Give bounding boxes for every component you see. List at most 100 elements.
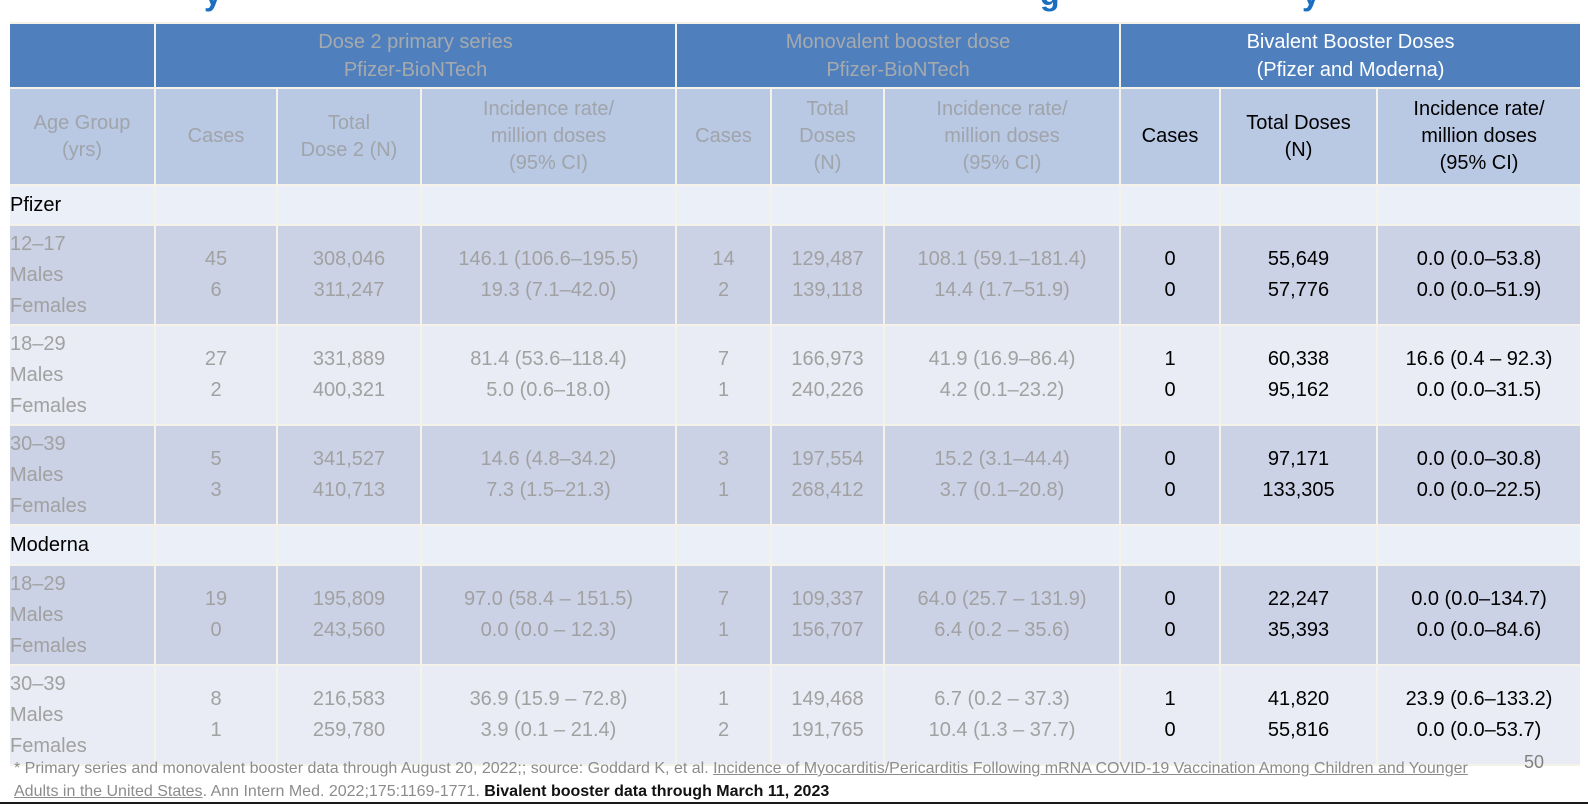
data-cell-pfizer-18-29-bivalent-total: 60,338 95,162 — [1219, 324, 1379, 426]
section-empty-cell — [770, 524, 886, 566]
group-header-monovalent-booster-dose: Monovalent booster dose Pfizer-BioNTech — [675, 22, 1122, 89]
data-cell-pfizer-18-29-bivalent-rate: 16.6 (0.4 – 92.3) 0.0 (0.0–31.5) — [1376, 324, 1581, 426]
column-header-7-cases: Cases — [1119, 87, 1222, 186]
section-empty-cell — [675, 184, 773, 226]
page-number: 50 — [1523, 752, 1544, 772]
section-empty-cell — [883, 524, 1122, 566]
section-empty-cell — [1119, 184, 1222, 226]
data-cell-pfizer-18-29-dose2-cases: 27 2 — [154, 324, 278, 426]
section-empty-cell — [770, 184, 886, 226]
table-row-moderna-30-39: 30–39 Males Females 8 1 216,583 259,780 36.9 (1… — [10, 664, 1581, 766]
data-cell-pfizer-30-39-monovalent-total: 197,554 268,412 — [770, 424, 886, 526]
section-empty-cell — [1376, 524, 1581, 566]
data-cell-pfizer-18-29-dose2-total: 331,889 400,321 — [276, 324, 422, 426]
section-empty-cell — [1119, 524, 1222, 566]
section-row-moderna: Moderna — [10, 524, 1581, 566]
section-empty-cell — [675, 524, 773, 566]
footnote: * Primary series and monovalent booster … — [14, 757, 1494, 803]
section-empty-cell — [1376, 184, 1581, 226]
age-cell-moderna-18-29: 18–29 Males Females — [10, 564, 156, 666]
footnote-text: * Primary series and monovalent booster … — [14, 760, 714, 777]
data-cell-pfizer-18-29-dose2-rate: 81.4 (53.6–118.4) 5.0 (0.6–18.0) — [419, 324, 678, 426]
footnote-text: . Ann Intern Med. 2022;175:1169-1771. — [202, 783, 485, 800]
data-cell-moderna-30-39-bivalent-total: 41,820 55,816 — [1219, 664, 1379, 766]
section-empty-cell — [154, 184, 278, 226]
data-cell-moderna-30-39-monovalent-rate: 6.7 (0.2 – 37.3) 10.4 (1.3 – 37.7) — [883, 664, 1122, 766]
data-cell-pfizer-18-29-monovalent-total: 166,973 240,226 — [770, 324, 886, 426]
section-row-pfizer: Pfizer — [10, 184, 1581, 226]
cropped-slide-title: y g y — [0, 0, 1588, 20]
column-header-2-total-dose-2-n: Total Dose 2 (N) — [276, 87, 422, 186]
column-header-6-incidence-rate-million-doses-95-ci: Incidence rate/million doses (95% CI) — [883, 87, 1122, 186]
column-header-4-cases: Cases — [675, 87, 773, 186]
slide-bottom-rule — [0, 802, 1588, 804]
data-cell-pfizer-12-17-monovalent-cases: 14 2 — [675, 224, 773, 326]
data-cell-moderna-30-39-dose2-rate: 36.9 (15.9 – 72.8) 3.9 (0.1 – 21.4) — [419, 664, 678, 766]
section-empty-cell — [1219, 184, 1379, 226]
column-header-8-total-doses-n: Total Doses (N) — [1219, 87, 1379, 186]
data-cell-moderna-30-39-dose2-total: 216,583 259,780 — [276, 664, 422, 766]
data-cell-moderna-18-29-monovalent-rate: 64.0 (25.7 – 131.9) 6.4 (0.2 – 35.6) — [883, 564, 1122, 666]
data-cell-pfizer-12-17-dose2-rate: 146.1 (106.6–195.5) 19.3 (7.1–42.0) — [419, 224, 678, 326]
table-row-pfizer-30-39: 30–39 Males Females 5 3 341,527 410,713 14.6 (4… — [10, 424, 1581, 526]
table-row-pfizer-18-29: 18–29 Males Females 27 2 331,889 400,321 81.4 (… — [10, 324, 1581, 426]
section-label-moderna: Moderna — [10, 524, 156, 566]
title-fragment: y — [204, 0, 222, 13]
data-cell-pfizer-12-17-bivalent-rate: 0.0 (0.0–53.8) 0.0 (0.0–51.9) — [1376, 224, 1581, 326]
data-cell-moderna-18-29-monovalent-total: 109,337 156,707 — [770, 564, 886, 666]
group-header-spacer — [10, 22, 156, 89]
data-cell-pfizer-12-17-dose2-total: 308,046 311,247 — [276, 224, 422, 326]
column-header-1-cases: Cases — [154, 87, 278, 186]
data-cell-moderna-18-29-dose2-rate: 97.0 (58.4 – 151.5) 0.0 (0.0 – 12.3) — [419, 564, 678, 666]
data-cell-moderna-30-39-bivalent-rate: 23.9 (0.6–133.2) 0.0 (0.0–53.7) — [1376, 664, 1581, 766]
age-cell-moderna-30-39: 30–39 Males Females — [10, 664, 156, 766]
data-cell-pfizer-30-39-dose2-total: 341,527 410,713 — [276, 424, 422, 526]
age-cell-pfizer-30-39: 30–39 Males Females — [10, 424, 156, 526]
table-row-pfizer-12-17: 12–17 Males Females 45 6 308,046 311,247 146.1 … — [10, 224, 1581, 326]
data-cell-pfizer-12-17-bivalent-total: 55,649 57,776 — [1219, 224, 1379, 326]
data-cell-moderna-18-29-bivalent-rate: 0.0 (0.0–134.7) 0.0 (0.0–84.6) — [1376, 564, 1581, 666]
data-cell-moderna-18-29-dose2-total: 195,809 243,560 — [276, 564, 422, 666]
section-empty-cell — [419, 524, 678, 566]
data-cell-pfizer-30-39-bivalent-rate: 0.0 (0.0–30.8) 0.0 (0.0–22.5) — [1376, 424, 1581, 526]
data-cell-pfizer-12-17-monovalent-total: 129,487 139,118 — [770, 224, 886, 326]
age-cell-pfizer-12-17: 12–17 Males Females — [10, 224, 156, 326]
column-header-0-age-group-yrs: Age Group (yrs) — [10, 87, 156, 186]
data-cell-pfizer-12-17-monovalent-rate: 108.1 (59.1–181.4) 14.4 (1.7–51.9) — [883, 224, 1122, 326]
group-header-bivalent-booster-doses: Bivalent Booster Doses (Pfizer and Modern… — [1119, 22, 1581, 89]
section-label-pfizer: Pfizer — [10, 184, 156, 226]
footnote-citation-link[interactable]: Incidence of Myocarditis/Pericarditis Fo… — [14, 760, 1468, 800]
section-empty-cell — [883, 184, 1122, 226]
section-empty-cell — [276, 184, 422, 226]
data-cell-pfizer-18-29-monovalent-rate: 41.9 (16.9–86.4) 4.2 (0.1–23.2) — [883, 324, 1122, 426]
data-cell-pfizer-30-39-dose2-rate: 14.6 (4.8–34.2) 7.3 (1.5–21.3) — [419, 424, 678, 526]
section-empty-cell — [419, 184, 678, 226]
incidence-table: Dose 2 primary series Pfizer-BioNTech Mono… — [10, 22, 1581, 766]
data-cell-pfizer-30-39-bivalent-total: 97,171 133,305 — [1219, 424, 1379, 526]
group-header-dose-2-primary-series: Dose 2 primary series Pfizer-BioNTech — [153, 22, 678, 89]
table-row-moderna-18-29: 18–29 Males Females 19 0 195,809 243,560 97.0 (… — [10, 564, 1581, 666]
section-empty-cell — [1219, 524, 1379, 566]
column-header-9-incidence-rate-million-doses-95-ci: Incidence rate/million doses (95% CI) — [1376, 87, 1581, 186]
data-cell-moderna-30-39-monovalent-total: 149,468 191,765 — [770, 664, 886, 766]
footnote-bold-text: Bivalent booster data through March 11, … — [484, 783, 830, 800]
data-cell-pfizer-12-17-dose2-cases: 45 6 — [154, 224, 278, 326]
column-header-3-incidence-rate-million-doses-95-ci: Incidence rate/million doses (95% CI) — [419, 87, 678, 186]
age-cell-pfizer-18-29: 18–29 Males Females — [10, 324, 156, 426]
section-empty-cell — [154, 524, 278, 566]
data-cell-moderna-18-29-dose2-cases: 19 0 — [154, 564, 278, 666]
data-cell-pfizer-30-39-monovalent-rate: 15.2 (3.1–44.4) 3.7 (0.1–20.8) — [883, 424, 1122, 526]
column-header-5-total-doses-n: Total Doses (N) — [770, 87, 886, 186]
